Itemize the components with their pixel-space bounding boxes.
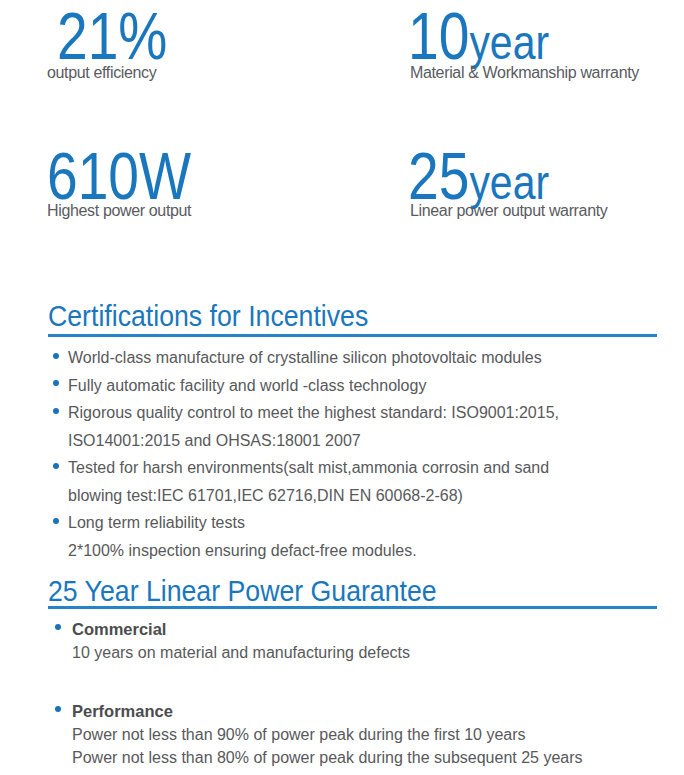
certifications-heading: Certifications for Incentives xyxy=(48,303,368,329)
list-item-continuation: blowing test:IEC 61701,IEC 62716,DIN EN … xyxy=(48,482,663,510)
certifications-divider xyxy=(48,334,657,337)
guarantee-item-line: Power not less than 90% of power peak du… xyxy=(48,723,663,746)
certifications-list: World-class manufacture of crystalline s… xyxy=(48,344,663,564)
list-item: Fully automatic facility and world -clas… xyxy=(48,372,663,400)
list-item-continuation: 2*100% inspection ensuring defact-free m… xyxy=(48,537,663,565)
guarantee-item-commercial: Commercial 10 years on material and manu… xyxy=(48,618,663,664)
list-item: Long term reliability tests xyxy=(48,509,663,537)
stat-warranty25-label: Linear power output warranty xyxy=(410,201,607,221)
datasheet-page: 21% output efficiency 10year Material & … xyxy=(0,0,684,775)
guarantee-item-performance: Performance Power not less than 90% of p… xyxy=(48,700,663,769)
guarantee-item-line: Power not less than 80% of power peak du… xyxy=(48,746,663,769)
stat-power-label: Highest power output xyxy=(47,201,191,221)
list-item: World-class manufacture of crystalline s… xyxy=(48,344,663,372)
guarantee-item-heading: Commercial xyxy=(48,618,663,641)
guarantee-item-heading: Performance xyxy=(48,700,663,723)
guarantee-divider xyxy=(48,606,657,609)
stat-efficiency-label: output efficiency xyxy=(47,63,156,83)
guarantee-heading: 25 Year Linear Power Guarantee xyxy=(48,578,437,604)
stat-warranty10-unit: year xyxy=(469,15,549,69)
stat-warranty10-label: Material & Workmanship warranty xyxy=(410,63,639,83)
list-item-continuation: ISO14001:2015 and OHSAS:18001 2007 xyxy=(48,427,663,455)
guarantee-item-line: 10 years on material and manufacturing d… xyxy=(48,641,663,664)
list-item: Rigorous quality control to meet the hig… xyxy=(48,399,663,427)
list-item: Tested for harsh environments(salt mist,… xyxy=(48,454,663,482)
